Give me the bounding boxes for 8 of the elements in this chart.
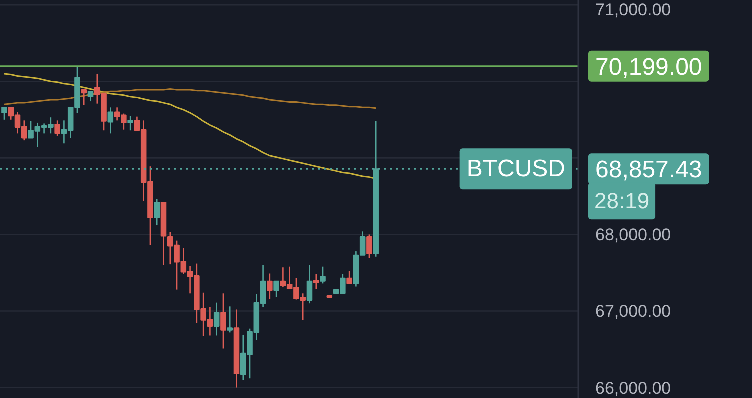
ref-line-label: 68,857.43 xyxy=(596,156,702,184)
y-tick-label: 66,000.00 xyxy=(596,378,672,398)
y-tick-label: 67,000.00 xyxy=(596,302,672,322)
ref-line-label: 70,199.00 xyxy=(596,54,702,81)
text: BTCUSD xyxy=(466,156,566,183)
y-tick-label: 71,000.00 xyxy=(596,0,672,20)
y-tick-label: 68,000.00 xyxy=(596,226,672,245)
text: 28:19 xyxy=(594,188,650,214)
